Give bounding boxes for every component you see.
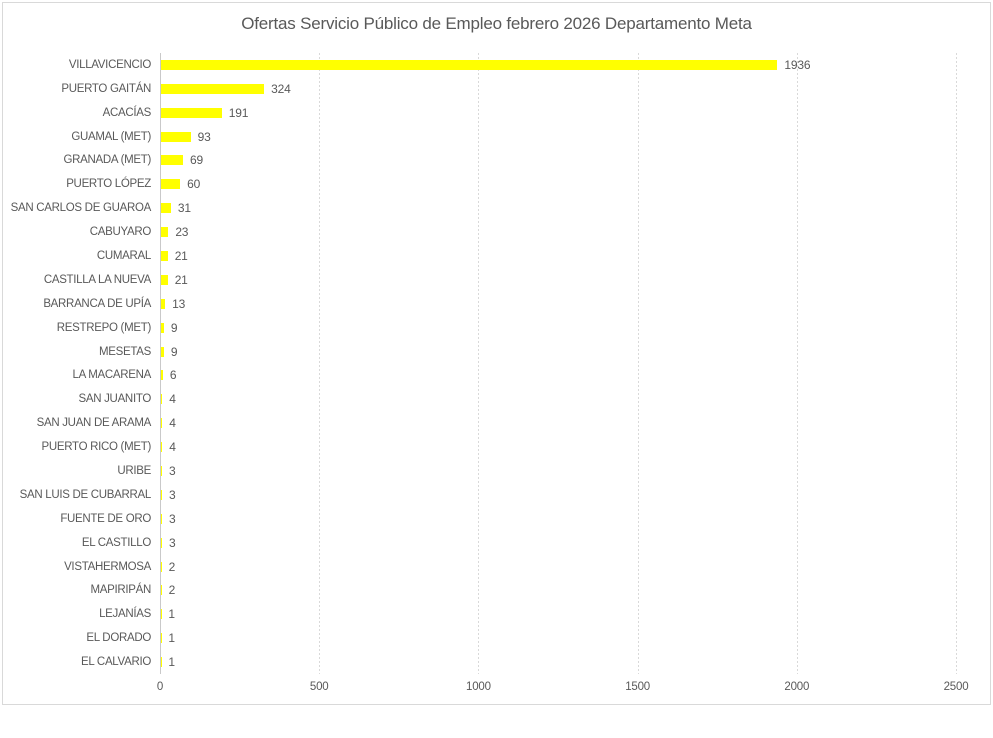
category-label: LA MACARENA <box>72 369 151 382</box>
bar <box>161 227 169 238</box>
bar <box>161 179 181 190</box>
category-axis: VILLAVICENCIO PUERTO GAITÁN ACACÍAS GUAMAL … <box>3 53 152 674</box>
bar <box>161 537 162 548</box>
category-label: FUENTE DE ORO <box>60 512 151 525</box>
bar <box>161 346 164 357</box>
chart-canvas: Ofertas Servicio Público de Empleo febre… <box>2 2 991 705</box>
category-label: SAN JUANITO <box>78 393 151 406</box>
category-label: PUERTO GAITÁN <box>61 82 151 95</box>
value-label: 3 <box>168 511 176 526</box>
category-label: ACACÍAS <box>102 106 152 119</box>
bar <box>161 418 163 429</box>
value-label: 93 <box>197 129 211 144</box>
category-label: MAPIRIPÁN <box>90 584 151 597</box>
category-label: SAN CARLOS DE GUAROA <box>10 202 152 215</box>
bar <box>161 442 163 453</box>
x-tick-label: 1000 <box>465 681 491 693</box>
bar <box>161 298 166 309</box>
value-label: 69 <box>189 153 203 168</box>
category-label: BARRANCA DE UPÍA <box>43 297 151 310</box>
major-gridline <box>956 53 957 674</box>
bar <box>161 59 778 70</box>
value-label: 4 <box>169 416 176 431</box>
value-label: 2 <box>168 559 176 574</box>
value-label: 9 <box>170 320 178 335</box>
category-label: CABUYARO <box>89 226 152 239</box>
bar <box>161 107 222 118</box>
major-gridline <box>637 53 639 674</box>
value-label: 13 <box>172 296 186 311</box>
major-gridline <box>478 53 480 674</box>
category-label: GUAMAL (MET) <box>71 130 151 143</box>
bar <box>161 322 164 333</box>
value-label: 3 <box>168 535 176 550</box>
x-tick-label: 2000 <box>784 681 810 693</box>
value-label: 9 <box>170 344 178 359</box>
category-label: MESETAS <box>98 345 151 358</box>
category-axis-line <box>160 53 161 674</box>
bar <box>161 585 162 596</box>
major-gridline <box>319 53 321 674</box>
category-label: SAN LUIS DE CUBARRAL <box>19 488 152 501</box>
value-label: 3 <box>168 487 176 502</box>
bar <box>161 83 265 94</box>
value-label: 2 <box>168 583 176 598</box>
bar <box>161 131 191 142</box>
plot-area: 1936 324 191 93 69 60 31 23 21 21 13 9 9 6 4 4 4 3 3 3 3 2 2 1 1… <box>160 53 957 674</box>
value-label: 4 <box>169 440 176 455</box>
value-label: 31 <box>177 201 191 216</box>
value-label: 1 <box>168 655 175 670</box>
bar <box>161 274 168 285</box>
value-axis: 0 500 1000 1500 2000 2500 <box>156 681 969 697</box>
bar <box>161 489 162 500</box>
bar <box>161 155 183 166</box>
bar <box>161 561 162 572</box>
category-label: VISTAHERMOSA <box>64 560 151 573</box>
category-label: URIBE <box>117 464 151 477</box>
bar <box>161 465 162 476</box>
bar <box>161 394 163 405</box>
category-label: PUERTO LÓPEZ <box>66 178 151 191</box>
category-label: SAN JUAN DE ARAMA <box>36 417 152 430</box>
category-label: CASTILLA LA NUEVA <box>43 273 151 286</box>
value-label: 3 <box>168 463 176 478</box>
category-label: LEJANÍAS <box>99 608 151 621</box>
value-label: 1 <box>168 631 175 646</box>
category-label: EL CALVARIO <box>81 656 151 669</box>
bar <box>161 370 163 381</box>
value-label: 21 <box>174 272 188 287</box>
value-label: 1 <box>168 607 175 622</box>
value-label: 4 <box>169 392 176 407</box>
value-label: 21 <box>174 249 188 264</box>
category-label: GRANADA (MET) <box>63 154 152 167</box>
x-tick-label: 500 <box>309 681 329 693</box>
value-label: 324 <box>271 81 291 96</box>
category-label: PUERTO RICO (MET) <box>41 441 152 454</box>
category-label: EL CASTILLO <box>81 536 151 549</box>
value-label: 6 <box>169 368 177 383</box>
major-gridline <box>796 53 798 674</box>
category-label: VILLAVICENCIO <box>68 58 151 71</box>
x-tick-label: 0 <box>156 681 164 693</box>
value-label: 60 <box>187 177 201 192</box>
value-label: 23 <box>175 225 189 240</box>
bar <box>161 251 168 262</box>
chart-title: Ofertas Servicio Público de Empleo febre… <box>241 14 752 33</box>
value-label: 1936 <box>784 57 811 72</box>
bar <box>161 513 162 524</box>
category-label: RESTREPO (MET) <box>56 321 152 334</box>
value-label: 191 <box>228 105 249 120</box>
category-label: CUMARAL <box>96 250 151 263</box>
x-tick-label: 1500 <box>625 681 650 693</box>
category-label: EL DORADO <box>86 632 151 645</box>
x-tick-label: 2500 <box>943 681 969 693</box>
bar <box>161 203 171 214</box>
